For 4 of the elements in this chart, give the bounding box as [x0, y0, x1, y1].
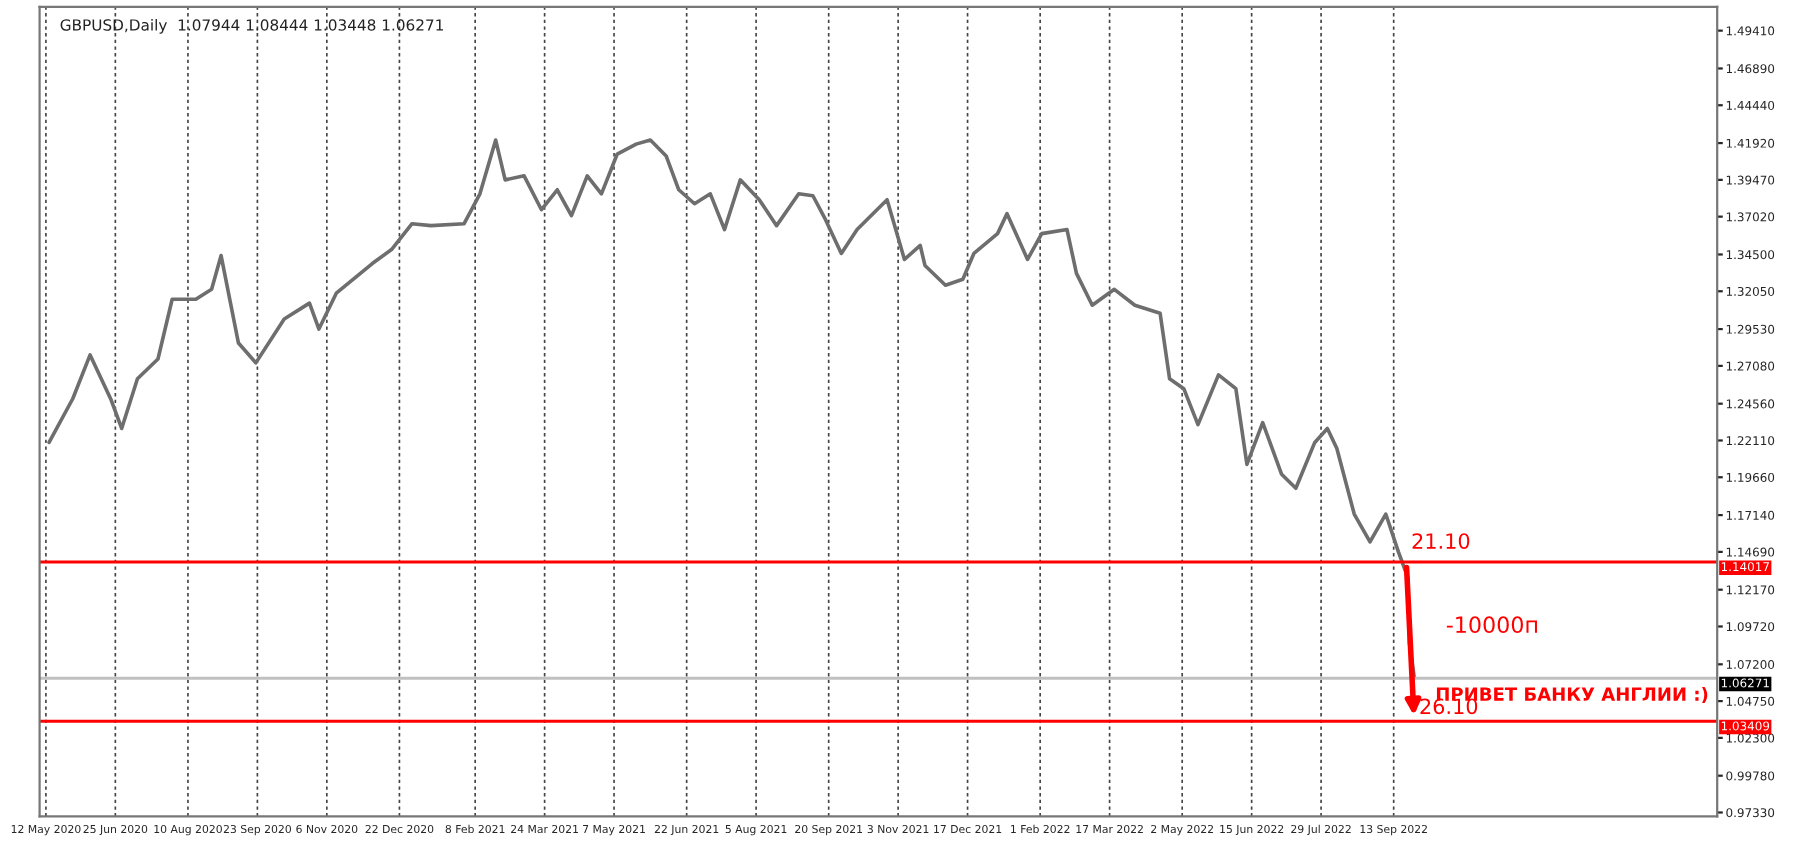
annotation: -10000п	[1446, 616, 1537, 634]
line-series	[47, 138, 1416, 680]
annotation: 21.10	[1412, 533, 1470, 549]
annotation: 26.10	[1420, 698, 1478, 715]
